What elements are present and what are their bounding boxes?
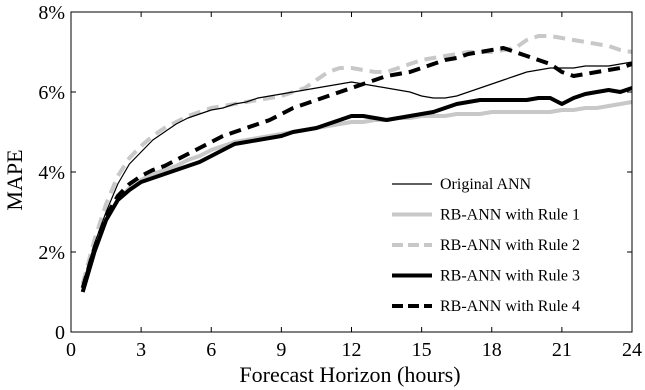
ticks-layer: 0 3 6 9 12 15 18 21 24 0 2% 4% 6% 8% [38, 2, 642, 361]
y-tick-label: 6% [38, 82, 65, 104]
legend-label-4: RB-ANN with Rule 3 [440, 268, 580, 285]
x-tick-label: 9 [276, 339, 286, 361]
y-tick-label: 8% [38, 2, 65, 24]
x-axis-title: Forecast Horizon (hours) [239, 362, 460, 387]
y-axis-title: MAPE [2, 149, 27, 210]
y-tick-label: 0 [55, 322, 65, 344]
series-line-1 [82, 61, 633, 285]
series-line-3 [80, 34, 633, 285]
series-layer [80, 34, 633, 293]
series-line-4 [80, 86, 633, 293]
series-line-2 [80, 100, 633, 293]
x-tick-label: 12 [342, 339, 362, 361]
y-tick-label: 4% [38, 162, 65, 184]
x-tick-label: 24 [622, 339, 642, 361]
legend-label-2: RB-ANN with Rule 1 [440, 207, 580, 224]
legend: Original ANN RB-ANN with Rule 1 RB-ANN wit… [392, 176, 580, 315]
x-tick-label: 0 [66, 339, 76, 361]
legend-label-3: RB-ANN with Rule 2 [440, 237, 580, 254]
y-tick-label: 2% [38, 242, 65, 264]
x-tick-label: 21 [552, 339, 572, 361]
legend-label-5: RB-ANN with Rule 4 [440, 298, 580, 315]
x-tick-label: 15 [412, 339, 432, 361]
legend-label-1: Original ANN [440, 176, 532, 193]
x-tick-label: 6 [206, 339, 216, 361]
x-tick-label: 3 [136, 339, 146, 361]
series-line-5 [80, 46, 633, 289]
x-tick-label: 18 [482, 339, 502, 361]
